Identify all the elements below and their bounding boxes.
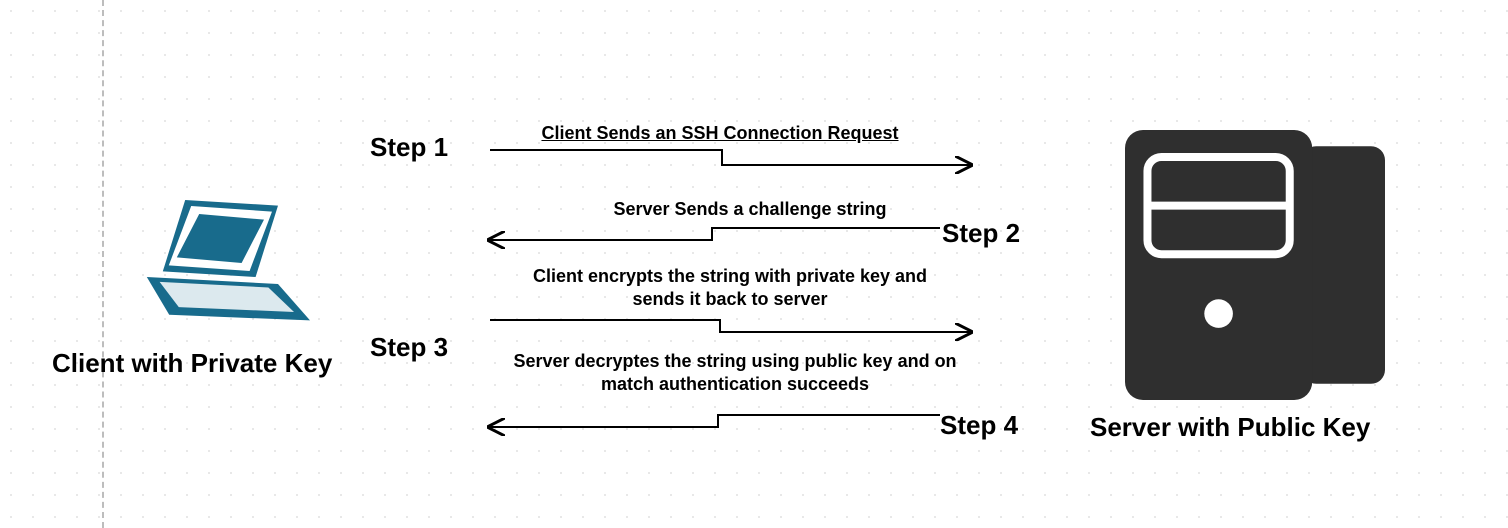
client-label: Client with Private Key	[52, 348, 332, 379]
step-1-label: Step 1	[370, 132, 448, 163]
server-label: Server with Public Key	[1090, 412, 1370, 443]
step-3-label: Step 3	[370, 332, 448, 363]
dot-grid-background	[0, 0, 1508, 528]
step-1-message: Client Sends an SSH Connection Request	[510, 122, 930, 145]
step-2-message: Server Sends a challenge string	[580, 198, 920, 221]
diagram-canvas: Client with Private Key Server with Publ…	[0, 0, 1508, 528]
step-2-label: Step 2	[942, 218, 1020, 249]
step-4-label: Step 4	[940, 410, 1018, 441]
step-3-message: Client encrypts the string with private …	[520, 265, 940, 310]
page-divider	[102, 0, 104, 528]
step-4-message: Server decryptes the string using public…	[505, 350, 965, 395]
